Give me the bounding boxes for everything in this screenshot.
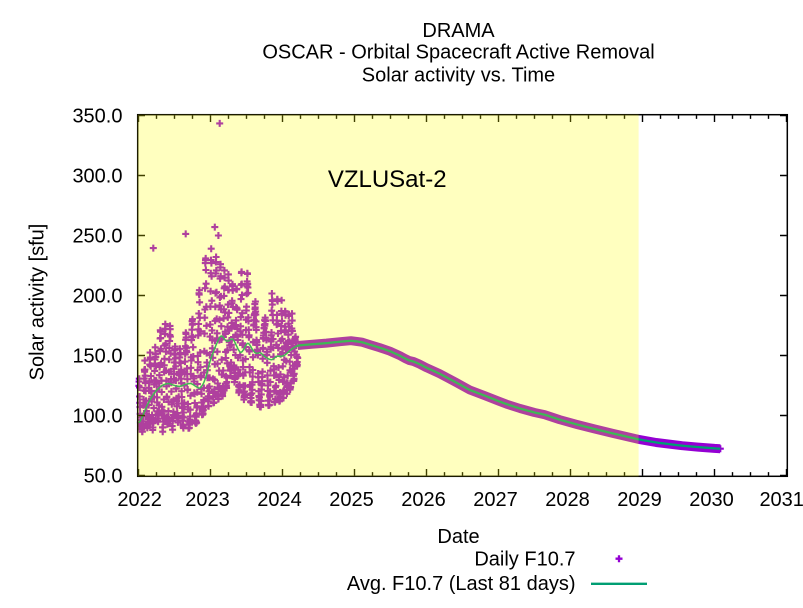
svg-text:2027: 2027 [473,489,518,511]
svg-text:Date: Date [437,526,479,548]
svg-text:50.0: 50.0 [84,465,123,487]
svg-text:VZLUSat-2: VZLUSat-2 [328,166,447,193]
svg-text:2025: 2025 [329,489,374,511]
svg-text:Avg. F10.7 (Last 81 days): Avg. F10.7 (Last 81 days) [347,573,576,595]
svg-text:350.0: 350.0 [72,105,122,127]
svg-text:200.0: 200.0 [72,285,122,307]
svg-text:100.0: 100.0 [72,405,122,427]
svg-text:Solar activity [sfu]: Solar activity [sfu] [27,224,49,381]
svg-text:2031: 2031 [759,489,803,511]
svg-text:2023: 2023 [185,489,230,511]
svg-text:150.0: 150.0 [72,345,122,367]
svg-text:OSCAR - Orbital Spacecraft Act: OSCAR - Orbital Spacecraft Active Remova… [262,42,654,64]
svg-text:2026: 2026 [401,489,446,511]
svg-text:2022: 2022 [117,489,162,511]
svg-text:250.0: 250.0 [72,225,122,247]
svg-text:2028: 2028 [545,489,590,511]
svg-text:Daily F10.7: Daily F10.7 [474,549,575,571]
svg-text:2030: 2030 [689,489,734,511]
svg-text:300.0: 300.0 [72,165,122,187]
svg-text:Solar activity vs. Time: Solar activity vs. Time [362,65,555,87]
svg-text:2024: 2024 [257,489,302,511]
svg-text:DRAMA: DRAMA [422,20,495,42]
svg-text:2029: 2029 [617,489,662,511]
